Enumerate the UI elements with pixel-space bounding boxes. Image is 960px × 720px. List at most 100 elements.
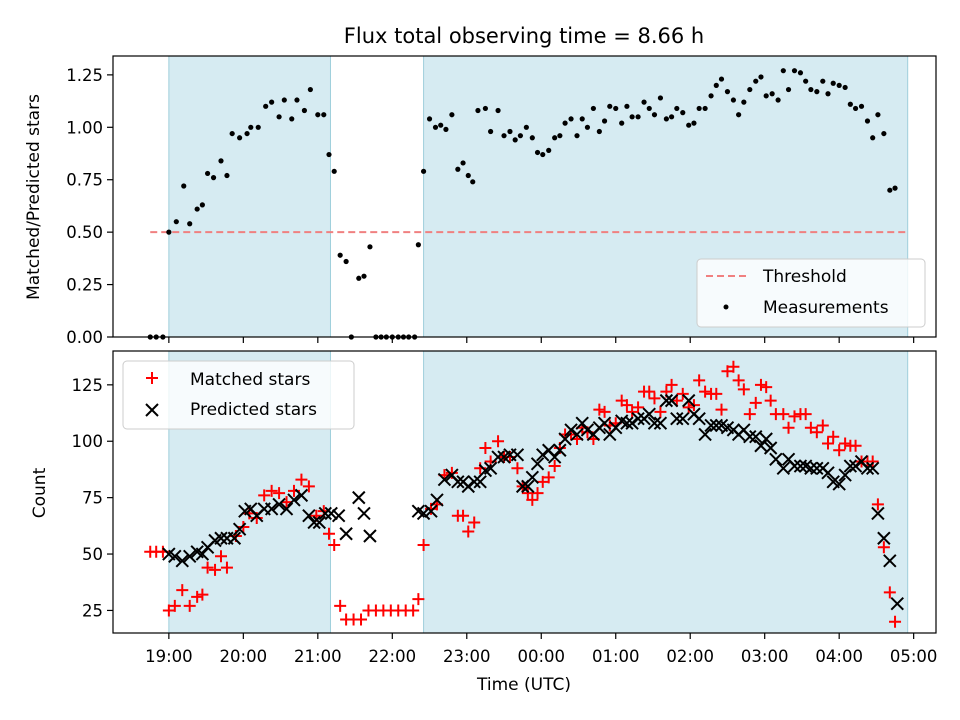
predicted-star-point-77 xyxy=(676,411,690,426)
legend-box-bottom xyxy=(122,360,355,430)
predicted-star-point-89 xyxy=(743,430,757,444)
predicted-star-point-72 xyxy=(647,416,662,430)
measurement-point-91 xyxy=(680,110,686,116)
measurement-point-84 xyxy=(641,99,647,105)
measurement-point-4 xyxy=(173,219,179,225)
predicted-star-point-108 xyxy=(848,459,863,473)
measurement-point-58 xyxy=(495,107,501,114)
predicted-star-point-40 xyxy=(467,475,481,489)
measurement-point-26 xyxy=(315,112,321,118)
matched-star-point-110 xyxy=(816,419,829,432)
predicted-star-point-55 xyxy=(553,443,567,457)
predicted-star-point-68 xyxy=(625,416,639,430)
ratio-panel: 0.00 0.25 0.50 0.75 1.00 1.25 Matched/Predict… xyxy=(24,55,937,347)
predicted-star-point-10 xyxy=(227,531,242,545)
predicted-star-point-1 xyxy=(168,549,182,564)
measurement-point-128 xyxy=(887,187,893,193)
measurement-point-22 xyxy=(289,116,295,122)
matched-star-point-92 xyxy=(715,403,728,416)
x-tick-label-6: 01:00 xyxy=(592,647,640,666)
measurement-point-55 xyxy=(475,107,481,114)
matched-star-point-99 xyxy=(754,378,767,391)
predicted-star-point-83 xyxy=(709,418,723,433)
x-ticks-top xyxy=(168,337,915,343)
matched-star-point-40 xyxy=(417,539,430,552)
measurement-point-123 xyxy=(858,103,865,109)
measurement-point-83 xyxy=(635,114,641,120)
measurement-point-114 xyxy=(808,86,814,93)
measurement-point-66 xyxy=(540,151,546,158)
predicted-star-point-52 xyxy=(536,448,550,462)
measurement-point-24 xyxy=(301,107,308,114)
predicted-star-point-24 xyxy=(318,506,332,521)
matched-star-point-59 xyxy=(531,487,544,500)
matched-star-point-91 xyxy=(710,387,723,400)
predicted-star-point-35 xyxy=(437,472,452,487)
predicted-star-point-39 xyxy=(461,479,475,494)
predicted-star-point-50 xyxy=(525,470,540,485)
matched-star-point-81 xyxy=(654,405,667,418)
measurement-point-44 xyxy=(415,242,421,248)
matched-star-point-86 xyxy=(682,401,695,414)
predicted-star-point-115 xyxy=(890,596,904,611)
predicted-star-point-113 xyxy=(877,531,891,545)
measurement-point-52 xyxy=(460,160,466,166)
measurement-point-92 xyxy=(686,122,692,128)
measurement-point-7 xyxy=(194,206,200,212)
matched-star-point-103 xyxy=(777,408,790,421)
matched-star-point-27 xyxy=(328,539,341,552)
predicted-star-point-80 xyxy=(692,411,706,426)
count-marks xyxy=(144,360,904,628)
shaded-regions-bottom xyxy=(168,350,909,634)
matched-star-point-101 xyxy=(764,394,777,407)
matched-star-point-105 xyxy=(788,410,801,423)
predicted-star-point-37 xyxy=(451,475,465,489)
measurement-point-94 xyxy=(696,105,702,112)
predicted-star-point-41 xyxy=(473,475,487,489)
legend-matched-swatch xyxy=(146,372,158,384)
predicted-star-point-22 xyxy=(307,515,321,530)
measurement-point-46 xyxy=(426,116,433,122)
measurement-point-64 xyxy=(529,135,535,141)
legend-bottom: Matched stars Predicted stars xyxy=(122,360,355,430)
matched-star-point-116 xyxy=(849,439,862,452)
measurement-point-16 xyxy=(248,124,254,130)
y-axis-top: 0.00 0.25 0.50 0.75 1.00 1.25 xyxy=(66,66,113,347)
predicted-star-point-11 xyxy=(232,522,247,536)
matched-star-point-38 xyxy=(407,604,420,617)
measurement-point-68 xyxy=(552,135,558,141)
legend-predicted-swatch xyxy=(145,403,159,417)
measurement-point-25 xyxy=(307,86,313,93)
measurement-point-74 xyxy=(584,124,591,130)
measurement-point-28 xyxy=(326,151,332,158)
x-axis-label: Time (UTC) xyxy=(476,675,571,695)
predicted-star-point-27 xyxy=(339,527,353,541)
measurement-point-30 xyxy=(337,252,343,258)
matched-star-point-17 xyxy=(258,489,271,502)
measurement-point-11 xyxy=(218,158,224,164)
matched-star-point-94 xyxy=(727,360,740,373)
measurement-point-112 xyxy=(797,70,804,76)
measurement-point-101 xyxy=(736,112,742,118)
x-tick-label-2: 21:00 xyxy=(294,647,342,666)
y-tick-label-top-2: 0.50 xyxy=(66,223,103,242)
matched-star-point-70 xyxy=(593,403,606,416)
predicted-star-point-112 xyxy=(871,506,885,521)
legend-measurements-swatch xyxy=(723,304,729,310)
predicted-star-point-98 xyxy=(793,459,808,473)
predicted-star-point-90 xyxy=(749,430,763,444)
predicted-star-point-51 xyxy=(530,457,545,471)
predicted-star-point-59 xyxy=(575,416,589,430)
y-axis-label-top: Matched/Predicted stars xyxy=(24,94,44,300)
matched-star-point-62 xyxy=(548,460,561,473)
measurement-point-54 xyxy=(470,179,476,185)
measurement-point-108 xyxy=(775,97,781,103)
predicted-star-point-114 xyxy=(883,554,897,568)
predicted-star-point-8 xyxy=(214,531,228,545)
matched-star-point-111 xyxy=(822,437,835,450)
measurement-point-110 xyxy=(785,86,792,93)
y-tick-label-top-1: 0.25 xyxy=(66,276,103,295)
matched-star-point-97 xyxy=(743,408,756,421)
measurement-point-62 xyxy=(517,133,524,139)
